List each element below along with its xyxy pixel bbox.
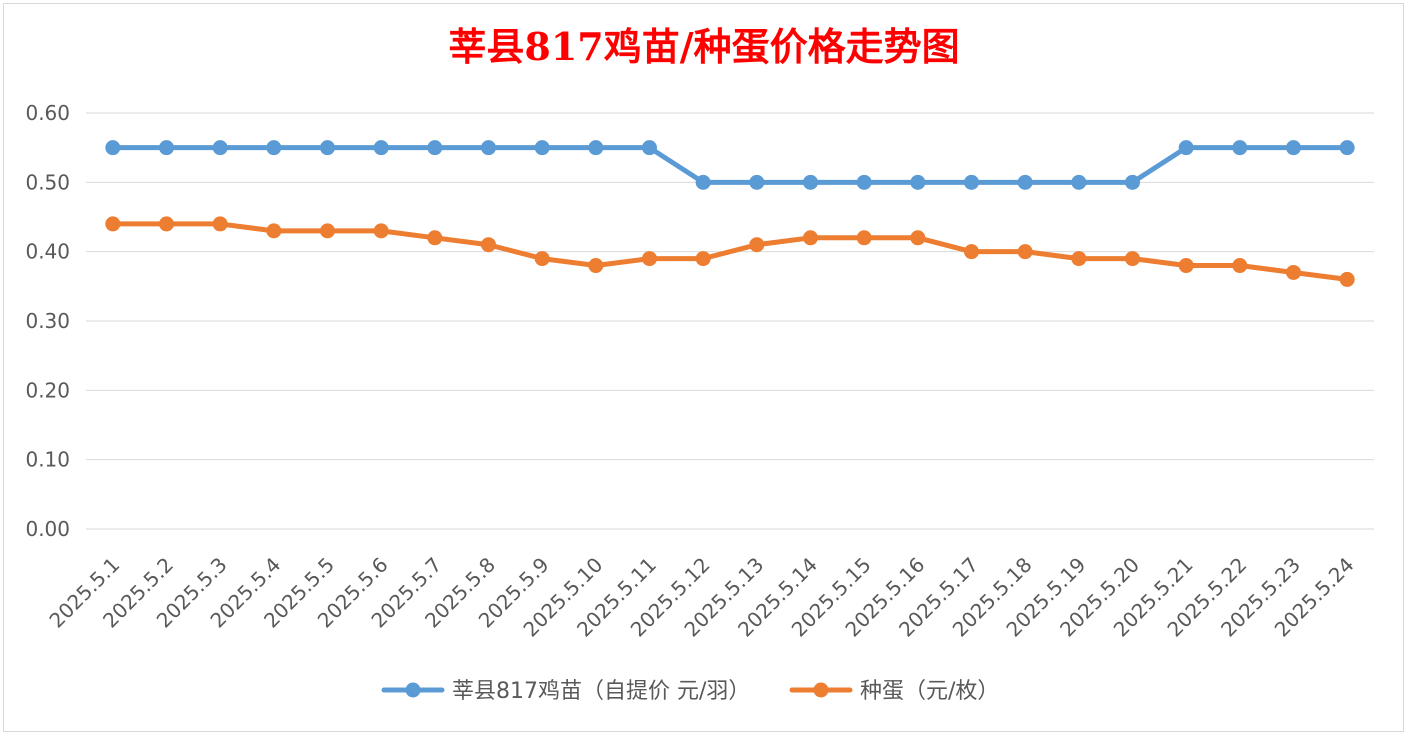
data-point [159, 140, 174, 156]
y-axis: 0.00 0.10 0.20 0.30 0.40 0.50 0.60 [25, 101, 70, 541]
y-tick-label: 0.20 [25, 378, 70, 402]
data-point [105, 216, 121, 232]
data-point [964, 244, 979, 260]
data-point [534, 140, 550, 156]
data-point [373, 140, 389, 156]
data-point [373, 223, 389, 239]
data-point [856, 174, 872, 190]
data-point [1286, 140, 1301, 156]
data-point [695, 251, 711, 267]
legend-label: 莘县817鸡苗（自提价 元/羽） [452, 679, 750, 704]
legend-item: 种蛋（元/枚） [789, 679, 999, 704]
series-line [110, 145, 1350, 185]
data-point [803, 230, 818, 246]
data-point [1339, 140, 1355, 156]
data-point [427, 230, 443, 246]
data-point [266, 140, 282, 156]
data-point [588, 140, 604, 156]
data-point [910, 174, 926, 190]
x-axis: 2025.5.12025.5.22025.5.32025.5.42025.5.5… [44, 553, 1358, 642]
data-point [749, 237, 765, 253]
data-point [266, 223, 282, 239]
series-line [110, 221, 1350, 282]
data-point [642, 140, 657, 156]
data-point [212, 140, 228, 156]
data-point [212, 216, 228, 232]
data-point [695, 174, 711, 190]
chart-title: 莘县817鸡苗/种蛋价格走势图 [448, 24, 959, 69]
data-point [1286, 264, 1301, 280]
data-point [803, 174, 818, 190]
data-point [1017, 244, 1033, 260]
y-tick-label: 0.60 [25, 101, 70, 125]
data-point [1178, 140, 1194, 156]
series-group [105, 140, 1355, 287]
data-point [1071, 174, 1087, 190]
data-point [427, 140, 443, 156]
data-point [964, 174, 979, 190]
y-tick-label: 0.10 [25, 448, 70, 472]
legend-swatch-marker [405, 682, 421, 698]
data-point [1339, 271, 1355, 287]
data-point [105, 140, 121, 156]
data-point [1125, 174, 1140, 190]
legend-label: 种蛋（元/枚） [860, 679, 999, 704]
data-point [588, 258, 604, 274]
data-point [1017, 174, 1033, 190]
legend-swatch-marker [813, 682, 829, 698]
data-point [1232, 140, 1248, 156]
data-point [320, 223, 335, 239]
series-2 [105, 216, 1355, 287]
data-point [910, 230, 926, 246]
data-point [1232, 258, 1248, 274]
legend: 莘县817鸡苗（自提价 元/羽） 种蛋（元/枚） [381, 679, 999, 704]
data-point [749, 174, 765, 190]
data-point [856, 230, 872, 246]
data-point [320, 140, 335, 156]
data-point [481, 140, 496, 156]
data-point [481, 237, 496, 253]
data-point [1071, 251, 1087, 267]
data-point [1125, 251, 1140, 267]
y-tick-label: 0.50 [25, 170, 70, 194]
series-1 [105, 140, 1355, 190]
y-tick-label: 0.30 [25, 309, 70, 333]
chart-frame [3, 3, 1404, 732]
legend-item: 莘县817鸡苗（自提价 元/羽） [381, 679, 750, 704]
y-tick-label: 0.40 [25, 240, 70, 264]
data-point [642, 251, 657, 267]
gridlines [86, 112, 1374, 530]
y-tick-label: 0.00 [25, 517, 70, 541]
data-point [534, 251, 550, 267]
data-point [1178, 258, 1194, 274]
data-point [159, 216, 174, 232]
